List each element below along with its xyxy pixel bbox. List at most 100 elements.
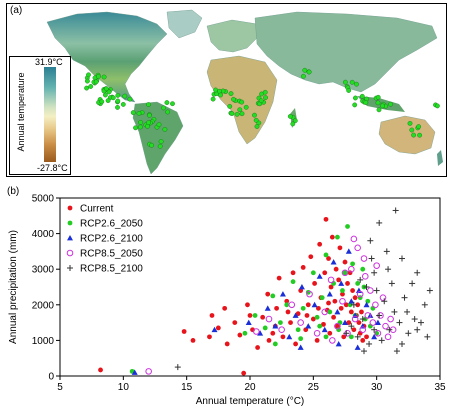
data-point	[293, 341, 298, 347]
y-tick-label: 2000	[32, 300, 55, 311]
data-point	[393, 348, 400, 355]
data-point	[335, 340, 342, 347]
data-point	[343, 330, 350, 337]
occurrence-point	[388, 101, 393, 107]
occurrence-point	[239, 111, 245, 117]
data-point	[352, 295, 358, 301]
data-point	[304, 313, 310, 318]
landmass-south-america	[132, 101, 184, 175]
data-point	[336, 327, 342, 333]
landmass-greenland	[166, 9, 203, 39]
data-point	[343, 302, 349, 308]
series-RCP8.5_2100	[174, 207, 433, 371]
occurrence-point	[99, 99, 105, 105]
data-point	[345, 248, 352, 254]
occurrence-point	[146, 120, 152, 126]
data-point	[339, 297, 346, 305]
data-point	[351, 327, 357, 333]
data-point	[348, 309, 354, 315]
occurrence-point	[136, 111, 142, 116]
data-point	[300, 305, 306, 311]
occurrence-point	[127, 96, 133, 102]
data-point	[341, 269, 349, 277]
data-point	[322, 270, 328, 276]
data-point	[237, 332, 243, 338]
occurrence-point	[86, 72, 91, 78]
data-point	[274, 305, 279, 311]
data-point	[265, 291, 271, 297]
data-point	[414, 326, 421, 333]
landmass-north-america	[46, 11, 168, 103]
data-point	[330, 259, 337, 265]
occurrence-point	[105, 98, 111, 104]
data-point	[367, 287, 374, 294]
data-point	[414, 269, 421, 276]
data-point	[348, 298, 355, 304]
data-point	[357, 276, 364, 283]
data-point	[295, 327, 301, 333]
data-point	[346, 320, 352, 325]
data-point	[290, 270, 296, 276]
panel-a-label: (a)	[10, 5, 23, 16]
data-point	[386, 326, 393, 333]
occurrence-point	[359, 93, 365, 99]
data-point	[348, 265, 355, 273]
data-point	[354, 333, 361, 340]
occurrence-point	[138, 124, 143, 130]
occurrence-point	[287, 114, 293, 119]
occurrence-point	[346, 88, 352, 93]
data-point	[371, 333, 378, 340]
data-point	[351, 315, 359, 323]
data-point	[317, 323, 323, 329]
data-point	[131, 369, 138, 375]
data-point	[359, 326, 367, 334]
data-point	[331, 314, 336, 320]
data-point	[67, 220, 73, 226]
data-point	[341, 334, 347, 340]
data-point	[338, 305, 344, 311]
data-point	[368, 255, 375, 262]
occurrence-point	[164, 100, 170, 106]
data-point	[207, 334, 212, 340]
occurrence-point	[290, 121, 296, 127]
x-axis-title: Annual temperature (°C)	[196, 396, 305, 407]
data-point	[329, 337, 336, 344]
occurrence-point	[417, 132, 422, 138]
data-point	[372, 301, 379, 309]
data-point	[305, 302, 311, 308]
data-point	[350, 301, 357, 308]
x-tick-label: 35	[434, 382, 446, 393]
occurrence-point	[106, 89, 112, 95]
data-point	[384, 333, 392, 341]
data-point	[300, 265, 306, 270]
data-point	[374, 329, 382, 337]
data-point	[67, 265, 73, 271]
y-tick-label: 0	[48, 372, 54, 383]
data-point	[257, 330, 264, 336]
data-point	[215, 325, 221, 331]
data-point	[354, 344, 361, 350]
data-point	[348, 323, 355, 330]
data-point	[337, 245, 343, 251]
data-point	[334, 322, 341, 330]
data-point	[67, 205, 73, 211]
data-point	[328, 284, 334, 290]
data-point	[374, 319, 381, 325]
occurrence-point	[411, 132, 416, 138]
data-point	[350, 261, 355, 267]
occurrence-point	[103, 92, 108, 98]
occurrence-point	[88, 84, 94, 89]
data-point	[264, 305, 271, 311]
data-point	[308, 254, 314, 260]
data-point	[98, 367, 103, 373]
occurrence-point	[149, 142, 155, 148]
occurrence-point	[85, 78, 90, 84]
landmass-australia	[378, 115, 436, 155]
occurrence-point	[252, 112, 257, 118]
data-point	[360, 255, 368, 262]
occurrence-point	[416, 124, 421, 130]
data-point	[399, 255, 405, 262]
occurrence-point	[263, 95, 268, 101]
legend-label: RCP8.5_2050	[80, 249, 143, 260]
occurrence-point	[363, 100, 369, 106]
